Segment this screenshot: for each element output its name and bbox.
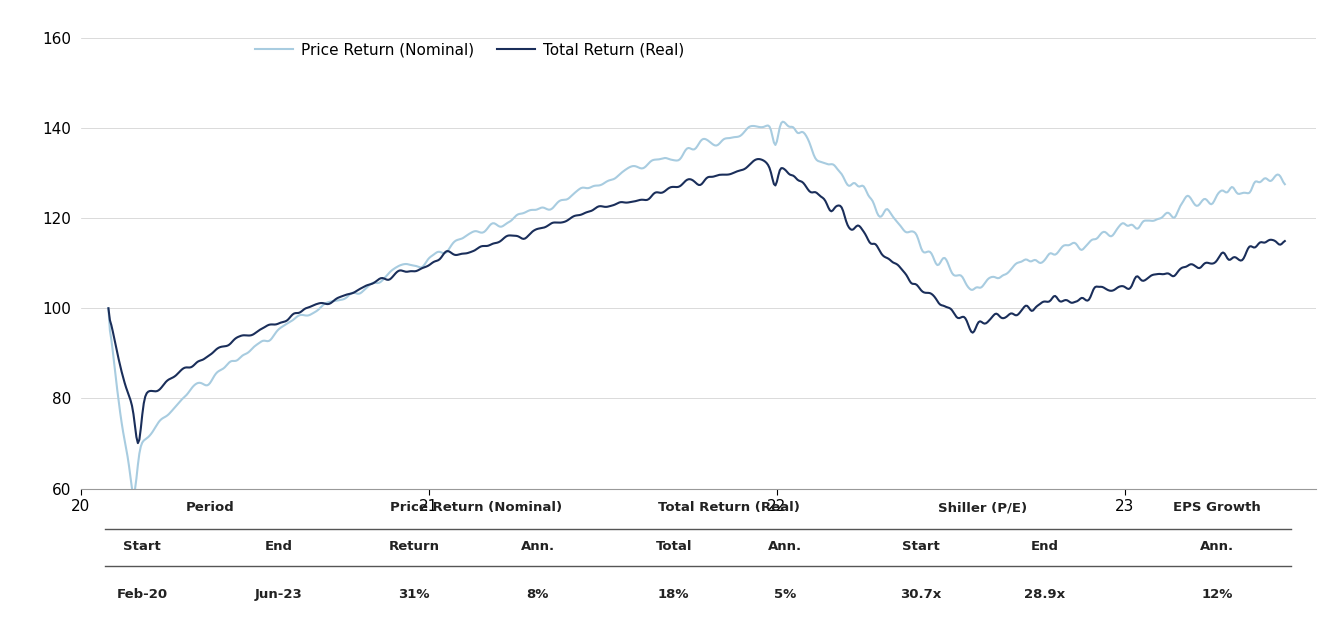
Total Return (Real) <box>130 439 146 447</box>
Total Return (Real) <box>1116 283 1132 290</box>
Text: Start: Start <box>124 540 161 553</box>
Total Return (Real) <box>995 314 1011 322</box>
Legend: Price Return (Nominal), Total Return (Real): Price Return (Nominal), Total Return (Re… <box>248 37 690 64</box>
Text: Ann.: Ann. <box>1201 540 1234 553</box>
Price Return (Nominal) <box>853 182 869 190</box>
Text: Period: Period <box>185 501 235 515</box>
Text: 8%: 8% <box>526 588 549 601</box>
Price Return (Nominal) <box>1116 220 1132 227</box>
Price Return (Nominal) <box>175 396 191 403</box>
Text: Feb-20: Feb-20 <box>117 588 168 601</box>
Text: Total: Total <box>655 540 692 553</box>
Text: Total Return (Real): Total Return (Real) <box>658 501 800 515</box>
Text: 28.9x: 28.9x <box>1023 588 1065 601</box>
Total Return (Real) <box>751 155 767 163</box>
Text: 30.7x: 30.7x <box>900 588 941 601</box>
Price Return (Nominal) <box>787 125 803 132</box>
Text: End: End <box>265 540 293 553</box>
Text: Price Return (Nominal): Price Return (Nominal) <box>389 501 561 515</box>
Price Return (Nominal) <box>125 490 141 497</box>
Line: Price Return (Nominal): Price Return (Nominal) <box>109 122 1285 493</box>
Total Return (Real) <box>101 304 117 312</box>
Text: Ann.: Ann. <box>521 540 555 553</box>
Price Return (Nominal) <box>1277 180 1293 188</box>
Total Return (Real) <box>175 365 191 373</box>
Text: EPS Growth: EPS Growth <box>1174 501 1261 515</box>
Total Return (Real) <box>787 173 803 180</box>
Text: 31%: 31% <box>399 588 430 601</box>
Price Return (Nominal) <box>818 160 834 168</box>
Total Return (Real) <box>853 224 869 231</box>
Text: 5%: 5% <box>774 588 796 601</box>
Total Return (Real) <box>1277 238 1293 245</box>
Text: Shiller (P/E): Shiller (P/E) <box>937 501 1027 515</box>
Price Return (Nominal) <box>775 118 791 125</box>
Text: Start: Start <box>902 540 940 553</box>
Text: End: End <box>1030 540 1058 553</box>
Text: 12%: 12% <box>1202 588 1233 601</box>
Total Return (Real) <box>818 197 834 205</box>
Text: Ann.: Ann. <box>768 540 802 553</box>
Text: 18%: 18% <box>658 588 689 601</box>
Text: Return: Return <box>388 540 439 553</box>
Line: Total Return (Real): Total Return (Real) <box>109 159 1285 443</box>
Price Return (Nominal) <box>995 272 1011 279</box>
Text: Jun-23: Jun-23 <box>254 588 302 601</box>
Price Return (Nominal) <box>101 304 117 312</box>
